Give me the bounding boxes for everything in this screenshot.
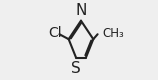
Text: Cl: Cl [48,26,62,40]
Text: CH₃: CH₃ [102,26,124,40]
Text: N: N [75,3,87,18]
Text: S: S [71,61,81,76]
